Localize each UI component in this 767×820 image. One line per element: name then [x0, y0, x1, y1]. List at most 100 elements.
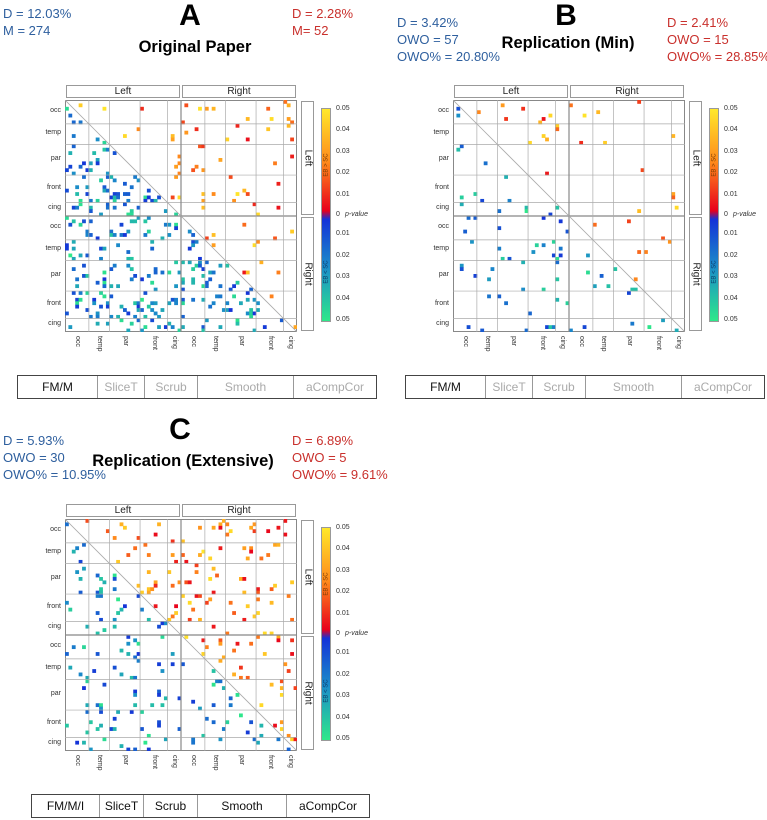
- matrix-cell: [167, 270, 172, 275]
- matrix-cell: [119, 318, 124, 323]
- matrix-cell: [225, 301, 230, 306]
- matrix-cell: [143, 740, 148, 745]
- matrix-cell: [198, 594, 202, 598]
- matrix-cell: [123, 192, 127, 196]
- matrix-cell: [92, 151, 97, 155]
- matrix-cell: [157, 314, 161, 319]
- matrix-cell: [129, 209, 134, 213]
- matrix-cell: [555, 260, 560, 265]
- matrix-cell: [290, 229, 294, 234]
- matrix-cell: [65, 652, 69, 656]
- matrix-cell: [528, 140, 532, 145]
- col-label-par: par: [121, 336, 129, 347]
- matrix-cell: [487, 277, 491, 282]
- matrix-cell: [136, 127, 141, 132]
- matrix-cell: [215, 294, 219, 299]
- connectivity-matrix: [65, 519, 297, 751]
- matrix-cell: [545, 325, 549, 329]
- matrix-cell: [68, 113, 73, 118]
- matrix-cell: [204, 716, 209, 721]
- matrix-cell: [99, 706, 103, 711]
- matrix-cell: [78, 291, 83, 295]
- matrix-cell: [211, 106, 216, 111]
- matrix-cell: [119, 744, 124, 748]
- matrix-cell: [99, 256, 103, 261]
- matrix-cell: [177, 154, 182, 159]
- matrix-cell: [290, 737, 294, 742]
- matrix-cell: [105, 175, 110, 179]
- matrix-cell: [88, 205, 93, 210]
- matrix-cell: [112, 617, 117, 622]
- matrix-cell: [95, 703, 100, 708]
- matrix-cell: [211, 624, 216, 629]
- matrix-cell: [252, 529, 257, 534]
- matrix-cell: [99, 246, 103, 251]
- matrix-cell: [126, 641, 131, 646]
- matrix-cell: [136, 658, 141, 663]
- col-label-par: par: [237, 336, 245, 347]
- matrix-cell: [150, 198, 155, 203]
- col-label-temp: temp: [96, 755, 104, 771]
- panel-letter: A: [179, 0, 201, 32]
- matrix-cell: [123, 604, 127, 609]
- matrix-cell: [245, 730, 250, 735]
- matrix-cell: [95, 611, 100, 615]
- matrix-cell: [157, 624, 161, 629]
- col-label-front: front: [654, 336, 662, 351]
- matrix-cell: [235, 321, 240, 326]
- matrix-cell: [99, 304, 103, 309]
- matrix-cell: [112, 577, 117, 581]
- pipeline-step-scrub: Scrub: [533, 376, 586, 398]
- colorbar-tick: 0.01: [336, 230, 350, 238]
- matrix-cell: [555, 123, 560, 128]
- matrix-cell: [586, 253, 590, 258]
- matrix-cell: [249, 314, 254, 319]
- matrix-cell: [68, 164, 73, 169]
- stat-line: D = 3.42%: [397, 15, 459, 30]
- stat-line: D = 12.03%: [3, 6, 72, 21]
- matrix-cell: [674, 328, 679, 332]
- matrix-cell: [269, 587, 274, 592]
- matrix-cell: [194, 570, 199, 574]
- matrix-cell: [239, 301, 243, 306]
- matrix-cell: [153, 532, 158, 537]
- matrix-cell: [225, 522, 230, 527]
- row-label-front: front: [46, 299, 61, 307]
- matrix-cell: [153, 267, 158, 271]
- matrix-cell: [112, 665, 117, 670]
- matrix-cell: [68, 325, 73, 329]
- matrix-cell: [551, 253, 556, 258]
- matrix-cell: [112, 151, 117, 155]
- matrix-cell: [242, 617, 247, 622]
- matrix-cell: [245, 556, 250, 561]
- matrix-cell: [266, 127, 271, 132]
- matrix-cell: [232, 198, 236, 203]
- matrix-cell: [174, 301, 178, 306]
- matrix-diagonal: [65, 100, 297, 332]
- matrix-cell: [211, 192, 216, 196]
- matrix-cell: [146, 188, 151, 193]
- matrix-cell: [160, 703, 165, 708]
- matrix-cell: [582, 325, 587, 329]
- matrix-cell: [129, 219, 134, 224]
- matrix-cell: [177, 696, 182, 701]
- matrix-cell: [184, 559, 189, 564]
- colorbar-tick: 0.01: [336, 609, 350, 617]
- matrix-cell: [119, 222, 124, 227]
- stat-line: OWO% = 9.61%: [292, 467, 388, 482]
- matrix-cell: [204, 236, 209, 241]
- matrix-cell: [211, 720, 216, 725]
- matrix-cell: [174, 222, 178, 227]
- matrix-cell: [184, 580, 189, 585]
- matrix-cell: [198, 553, 202, 557]
- matrix-cell: [177, 161, 182, 166]
- matrix-cell: [78, 120, 83, 125]
- matrix-cell: [201, 638, 206, 643]
- matrix-cell: [95, 137, 100, 142]
- matrix-cell: [71, 291, 76, 295]
- matrix-cell: [256, 212, 260, 217]
- matrix-cell: [293, 325, 297, 329]
- matrix-cell: [126, 250, 131, 254]
- matrix-cell: [218, 546, 223, 551]
- matrix-cell: [174, 260, 178, 265]
